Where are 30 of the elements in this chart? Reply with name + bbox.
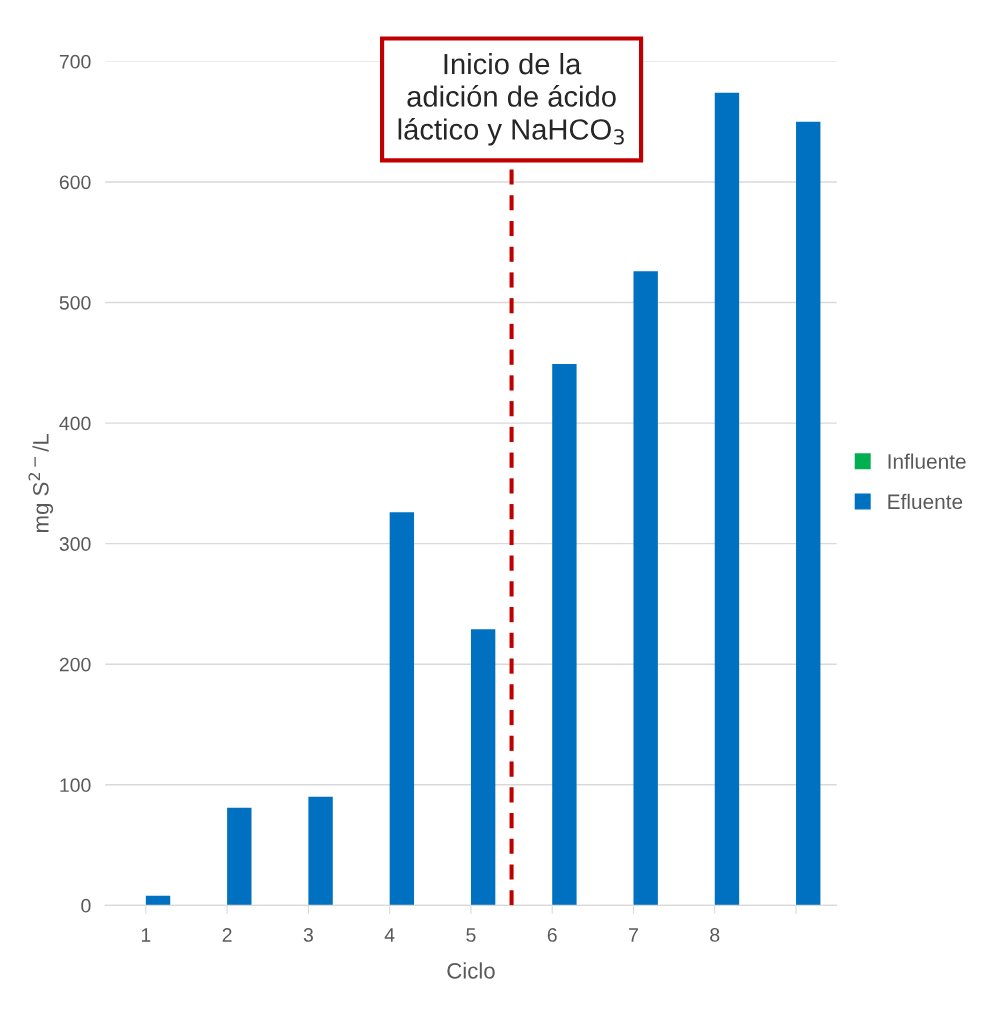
x-tick-label: 2 [222, 928, 232, 942]
bar [714, 92, 740, 906]
y-axis-title: mg S$^{2−}$/L [28, 434, 54, 532]
x-tick-label: 5 [466, 928, 476, 942]
y-tick-label: 100 [60, 778, 91, 793]
bar [470, 629, 496, 906]
x-tick-label: 8 [710, 928, 720, 942]
x-tick-label: 1 [141, 928, 151, 942]
annotation: Inicio de la adición de ácido láctico y NaHCO$_{3}$ [398, 52, 624, 146]
y-tick-label: 400 [59, 416, 91, 431]
x-axis-title: Ciclo [447, 962, 495, 979]
bar [389, 512, 415, 906]
x-tick-label: 6 [547, 928, 557, 942]
x-tick-label: 4 [384, 928, 395, 942]
legend-label: Efluente [888, 493, 963, 510]
y-tick-label: 700 [59, 54, 91, 69]
legend-label: Influente [888, 453, 966, 469]
x-tick-label: 3 [303, 928, 313, 942]
bar [308, 796, 333, 906]
y-tick-label: 500 [59, 295, 91, 310]
bar [552, 364, 577, 906]
bar [633, 271, 658, 906]
bar [145, 895, 171, 906]
y-tick-label: 600 [59, 175, 91, 190]
y-tick-label: 300 [59, 537, 91, 551]
y-tick-label: 0 [81, 898, 91, 913]
bar [796, 121, 821, 906]
x-tick-label: 7 [629, 928, 638, 942]
y-tick-label: 200 [59, 657, 91, 672]
bar [227, 807, 252, 906]
